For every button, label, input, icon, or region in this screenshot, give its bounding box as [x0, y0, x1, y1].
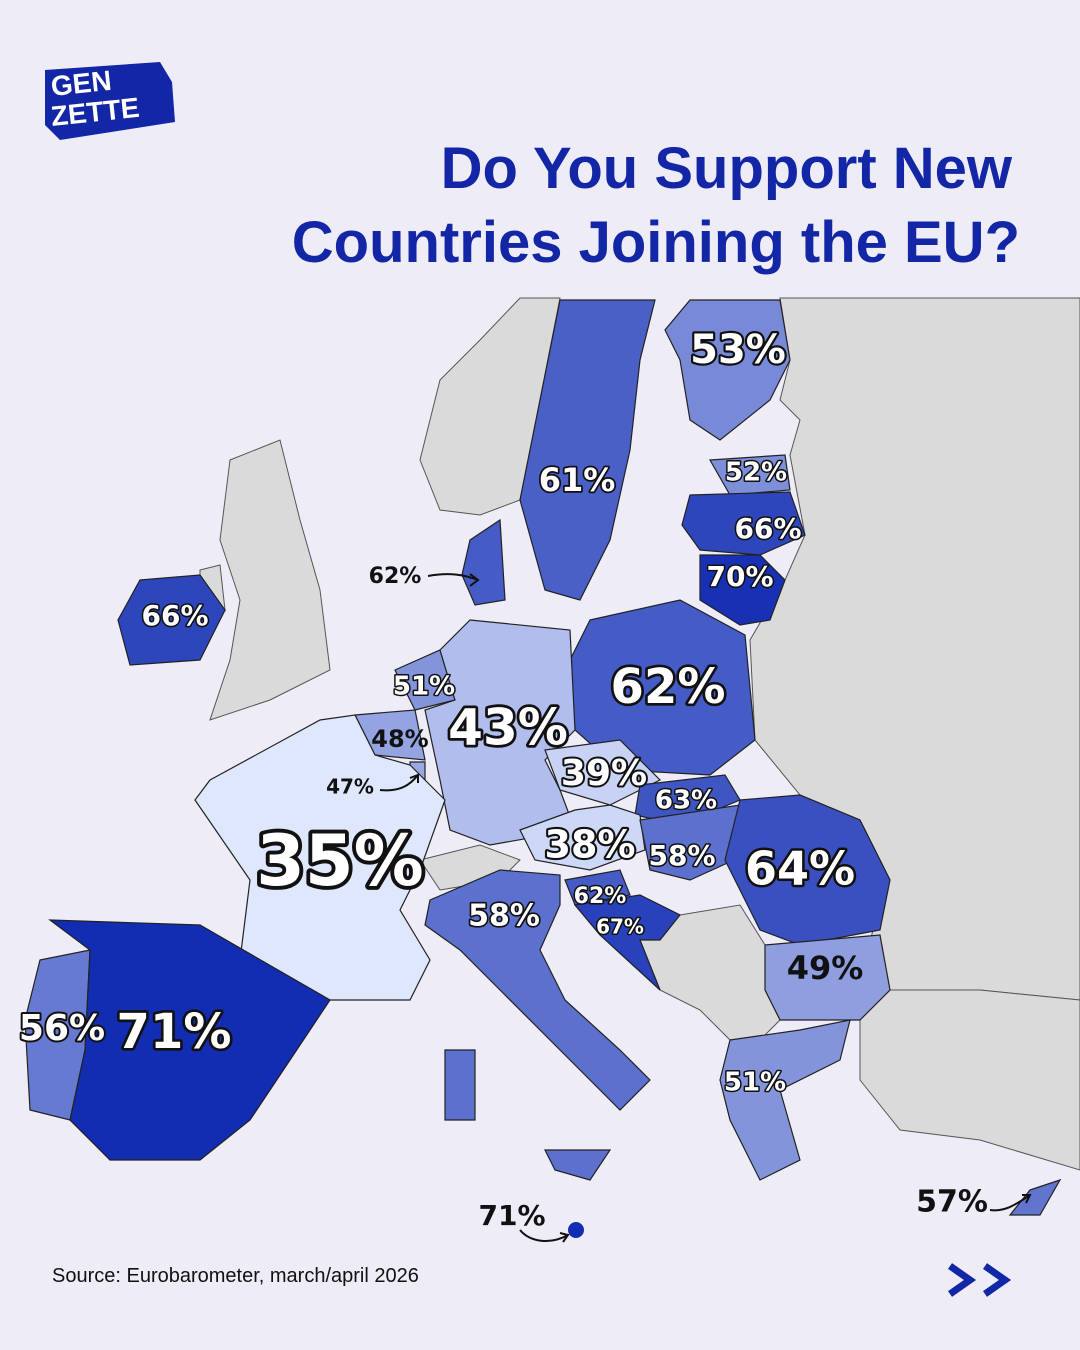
country	[1008, 1178, 1062, 1216]
country	[568, 1222, 584, 1238]
percent-label: 35%	[256, 820, 424, 902]
percent-label: 71%	[117, 1004, 232, 1060]
next-icon[interactable]	[947, 1263, 1012, 1297]
percent-label: 62%	[574, 884, 627, 909]
country	[424, 869, 651, 1111]
percent-label: 51%	[724, 1068, 786, 1098]
percent-label: 57%	[916, 1185, 988, 1220]
percent-label: 63%	[655, 786, 717, 816]
non-eu-land	[209, 439, 331, 721]
percent-label: 71%	[478, 1199, 545, 1232]
title: Countries Joining the EU?	[292, 210, 1020, 275]
country	[194, 714, 446, 1001]
logo-badge	[45, 62, 175, 140]
percent-label: 51%	[393, 672, 455, 702]
source: Source: Eurobarometer, march/april 2026	[52, 1265, 419, 1287]
percent-label: 48%	[371, 725, 428, 753]
country	[639, 804, 746, 881]
arrow	[519, 1229, 570, 1243]
arrows	[379, 573, 1032, 1243]
country	[699, 554, 786, 626]
country	[424, 619, 576, 846]
percent-label: 38%	[545, 823, 636, 867]
percent-label: 62%	[369, 564, 422, 589]
map: 53% 61% 52% 66% 70% 62% 66% 62% 51% 48% 47% 43%39% 6…	[0, 297, 1080, 1248]
percent-label: 70%	[706, 560, 773, 593]
country	[664, 299, 791, 441]
chevron[interactable]	[982, 1263, 1012, 1297]
country	[573, 894, 681, 991]
percent-label: 64%	[745, 842, 855, 896]
percent-label: 53%	[690, 327, 786, 373]
eu-countries	[24, 299, 1062, 1238]
percent-label: 49%	[787, 949, 864, 987]
map-labels: 53% 61% 52% 66% 70% 62% 66% 62% 51% 48% 47% 43%39% 6…	[17, 325, 988, 1232]
country	[544, 1149, 612, 1181]
percent-label: 66%	[141, 599, 208, 632]
country	[764, 934, 891, 1021]
title: Do You Support New	[441, 136, 1013, 201]
percent-label: 58%	[468, 899, 540, 934]
country	[709, 454, 791, 496]
arrow	[989, 1194, 1032, 1212]
percent-label: 56%	[19, 1008, 105, 1049]
percent-label: 52%	[725, 458, 787, 488]
percent-label: 47%	[326, 775, 374, 799]
arrow	[427, 573, 480, 587]
percent-label: 61%	[539, 461, 616, 499]
percent-label: 62%	[611, 659, 726, 715]
logo-text: GEN	[49, 65, 113, 102]
percent-label: 66%	[734, 512, 801, 545]
country	[519, 299, 656, 601]
percent-label: 67%	[596, 915, 644, 939]
percent-label: 58%	[648, 839, 715, 872]
percent-label: 43%	[448, 699, 568, 757]
logo: GEN ZETTE	[45, 62, 175, 140]
country	[48, 919, 331, 1161]
non-eu-land	[859, 989, 1080, 1171]
chevron[interactable]	[947, 1263, 977, 1297]
country	[719, 1019, 851, 1181]
country	[544, 739, 662, 806]
country	[444, 1049, 476, 1121]
country	[724, 794, 891, 946]
percent-label: 39%	[561, 753, 647, 794]
arrow	[379, 773, 419, 792]
country	[117, 574, 226, 666]
country	[564, 869, 631, 906]
